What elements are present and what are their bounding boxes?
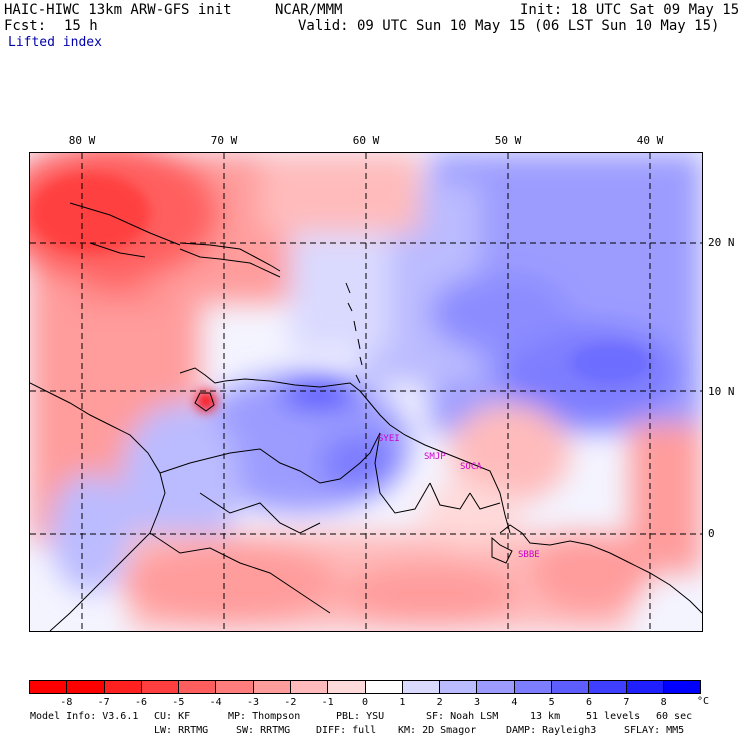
color-swatch bbox=[290, 681, 329, 693]
color-swatch bbox=[440, 681, 478, 693]
lon-label: 70 W bbox=[210, 134, 238, 147]
lat-label: 0 bbox=[708, 527, 715, 540]
color-scale-tick-label: -1 bbox=[321, 697, 334, 708]
color-scale-tick-label: 2 bbox=[436, 697, 443, 708]
footer-diff: DIFF: full bbox=[316, 725, 377, 736]
init-time: Init: 18 UTC Sat 09 May 15 bbox=[520, 2, 740, 18]
color-scale-tick-label: -7 bbox=[97, 697, 110, 708]
footer-lw: LW: RRTMG bbox=[154, 725, 209, 736]
color-swatch bbox=[104, 681, 142, 693]
footer-levels: 51 levels bbox=[586, 711, 641, 722]
color-scale-tick-label: -8 bbox=[60, 697, 73, 708]
color-scale-tick-label: -6 bbox=[134, 697, 148, 708]
station-label: SMJP bbox=[424, 452, 446, 462]
color-scale-tick-label: 3 bbox=[473, 697, 481, 708]
footer-resolution: 13 km bbox=[530, 711, 561, 722]
lon-label: 50 W bbox=[494, 134, 522, 147]
color-scale-tick-label: 5 bbox=[548, 697, 555, 708]
color-swatch bbox=[253, 681, 291, 693]
footer-pbl: PBL: YSU bbox=[336, 711, 385, 722]
station-label: SYEI bbox=[378, 434, 400, 444]
color-scale-tick-label: 7 bbox=[623, 697, 630, 708]
org-label: NCAR/MMM bbox=[275, 2, 343, 18]
unit-label: °C bbox=[697, 696, 710, 707]
footer-sw: SW: RRTMG bbox=[236, 725, 291, 736]
footer-model-version: Model Info: V3.6.1 bbox=[30, 711, 139, 722]
lat-label: 20 N bbox=[708, 236, 735, 249]
valid-time: Valid: 09 UTC Sun 10 May 15 (06 LST Sun … bbox=[298, 18, 720, 34]
footer-damp: DAMP: Rayleigh3 bbox=[506, 725, 597, 736]
lat-label: 10 N bbox=[708, 385, 735, 398]
footer-sflay: SFLAY: MM5 bbox=[624, 725, 685, 736]
footer-timestep: 60 sec bbox=[656, 711, 693, 722]
color-scale-tick-label: 6 bbox=[585, 697, 593, 708]
color-swatch bbox=[328, 681, 366, 693]
model-title: HAIC-HIWC 13km ARW-GFS init bbox=[4, 2, 232, 18]
footer-km: KM: 2D Smagor bbox=[398, 725, 477, 736]
color-swatch bbox=[67, 681, 105, 693]
color-scale-tick-label: 1 bbox=[399, 697, 406, 708]
forecast-label: Fcst: bbox=[4, 18, 47, 34]
color-swatch bbox=[626, 681, 664, 693]
color-scale-tick-label: 4 bbox=[511, 697, 518, 708]
color-scale-tick-label: 8 bbox=[660, 697, 667, 708]
lon-label: 60 W bbox=[352, 134, 380, 147]
color-swatch bbox=[514, 681, 552, 693]
station-label: SOCA bbox=[460, 462, 482, 472]
lifted-index-map: SYEI SMJP SOCA SBBE bbox=[29, 152, 703, 632]
color-swatch bbox=[179, 681, 217, 693]
color-swatch bbox=[216, 681, 254, 693]
color-swatch bbox=[663, 681, 701, 693]
color-scale-tick-label: -2 bbox=[284, 697, 297, 708]
lon-label: 40 W bbox=[636, 134, 664, 147]
color-swatch bbox=[365, 681, 403, 693]
color-scale-tick-label: 0 bbox=[361, 697, 369, 708]
color-scale-bar bbox=[29, 680, 701, 694]
color-swatch bbox=[141, 681, 180, 693]
color-swatch bbox=[551, 681, 590, 693]
color-scale-tick-label: -5 bbox=[172, 697, 185, 708]
footer-mp: MP: Thompson bbox=[228, 711, 301, 722]
color-scale-tick-label: -4 bbox=[209, 697, 222, 708]
footer-sf: SF: Noah LSM bbox=[426, 711, 499, 722]
station-label: SBBE bbox=[518, 550, 540, 560]
color-swatch bbox=[477, 681, 515, 693]
footer-cu: CU: KF bbox=[154, 711, 191, 722]
color-swatch bbox=[589, 681, 627, 693]
color-swatch bbox=[30, 681, 68, 693]
color-scale-tick-label: -3 bbox=[246, 697, 260, 708]
forecast-hour: 15 h bbox=[64, 18, 98, 34]
color-swatch bbox=[402, 681, 441, 693]
field-name: Lifted index bbox=[8, 35, 102, 50]
lon-label: 80 W bbox=[68, 134, 96, 147]
